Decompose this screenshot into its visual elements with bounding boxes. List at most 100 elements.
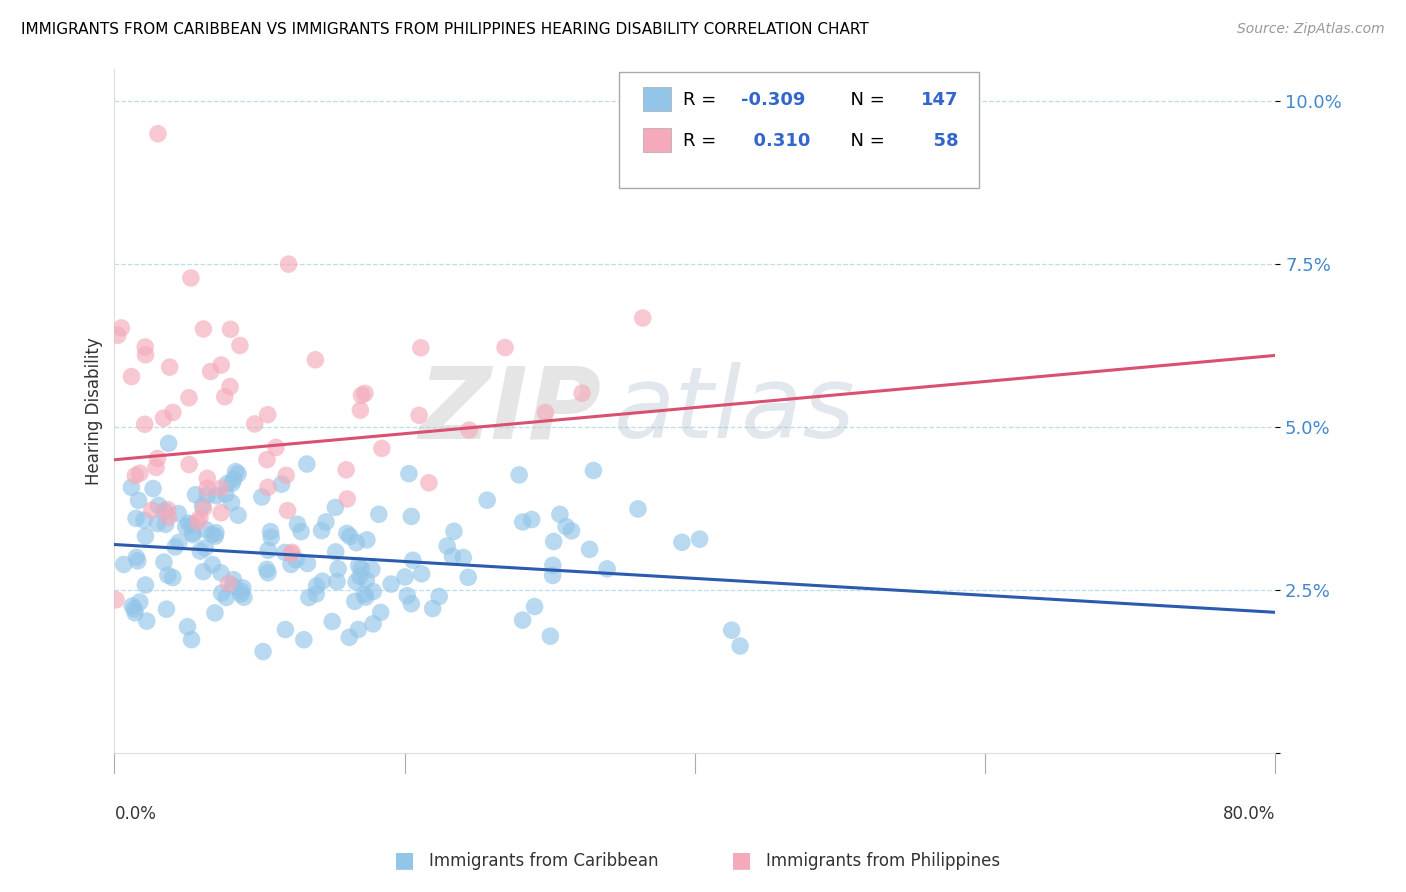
Point: [146, 516, 169, 531]
Point: [152, 411, 174, 425]
Text: ■: ■: [731, 850, 752, 870]
Point: [214, 390, 236, 404]
Point: [346, 535, 368, 549]
Point: [281, 545, 304, 559]
Point: [443, 524, 465, 539]
Point: [305, 587, 328, 601]
Point: [193, 501, 215, 516]
Text: Immigrants from Philippines: Immigrants from Philippines: [766, 852, 1001, 870]
Point: [285, 553, 308, 567]
Point: [127, 554, 149, 568]
Point: [270, 477, 292, 491]
Point: [534, 406, 557, 420]
Point: [305, 579, 328, 593]
Point: [337, 631, 360, 645]
Point: [156, 568, 179, 582]
Point: [512, 515, 534, 529]
Point: [541, 558, 564, 573]
Point: [153, 555, 176, 569]
Point: [188, 511, 211, 525]
FancyBboxPatch shape: [620, 72, 980, 188]
Point: [176, 620, 198, 634]
Point: [287, 517, 309, 532]
Point: [353, 587, 375, 601]
Point: [188, 544, 211, 558]
Point: [146, 451, 169, 466]
Text: 0.0%: 0.0%: [114, 805, 156, 823]
Point: [174, 520, 197, 534]
Point: [134, 529, 156, 543]
Point: [134, 348, 156, 362]
Point: [671, 535, 693, 549]
Point: [180, 271, 202, 285]
Point: [523, 599, 546, 614]
Point: [325, 500, 347, 515]
Text: ZIP: ZIP: [419, 362, 602, 459]
Point: [277, 503, 299, 517]
Point: [401, 509, 423, 524]
Point: [110, 321, 132, 335]
Text: N =: N =: [839, 132, 891, 150]
Point: [153, 504, 176, 518]
Point: [204, 529, 226, 543]
Point: [370, 606, 392, 620]
Point: [180, 517, 202, 532]
Point: [298, 591, 321, 605]
Point: [411, 566, 433, 581]
Point: [256, 562, 278, 576]
Point: [409, 341, 432, 355]
Point: [371, 442, 394, 456]
Point: [336, 491, 359, 506]
Point: [280, 558, 302, 572]
Point: [578, 542, 600, 557]
Point: [315, 515, 337, 529]
Point: [146, 127, 169, 141]
Point: [356, 573, 378, 587]
Point: [336, 526, 359, 541]
Point: [260, 530, 283, 544]
Point: [326, 574, 349, 589]
Point: [325, 545, 347, 559]
Point: [561, 524, 583, 538]
Point: [205, 525, 228, 540]
Point: [221, 496, 243, 510]
Point: [193, 322, 215, 336]
Point: [167, 535, 190, 549]
Point: [252, 644, 274, 658]
Point: [159, 360, 181, 375]
Point: [627, 502, 650, 516]
Point: [256, 452, 278, 467]
Point: [508, 467, 530, 482]
Point: [571, 386, 593, 401]
Point: [128, 493, 150, 508]
Point: [211, 586, 233, 600]
Point: [256, 408, 278, 422]
Point: [121, 599, 143, 613]
Point: [157, 436, 180, 450]
Point: [264, 441, 287, 455]
Point: [349, 403, 371, 417]
Point: [229, 587, 252, 601]
Point: [349, 569, 371, 583]
Point: [214, 487, 236, 501]
Point: [295, 457, 318, 471]
Point: [401, 597, 423, 611]
Point: [209, 481, 232, 495]
Bar: [643, 128, 671, 153]
Point: [436, 539, 458, 553]
Point: [165, 540, 187, 554]
Point: [195, 471, 218, 485]
Point: [728, 639, 751, 653]
Point: [290, 524, 312, 539]
Point: [145, 460, 167, 475]
Point: [232, 581, 254, 595]
Point: [191, 499, 214, 513]
Point: [222, 573, 245, 587]
Point: [124, 602, 146, 616]
Point: [177, 516, 200, 530]
Point: [276, 468, 298, 483]
Point: [134, 578, 156, 592]
Text: N =: N =: [839, 91, 891, 109]
Point: [243, 417, 266, 431]
Point: [354, 590, 377, 604]
